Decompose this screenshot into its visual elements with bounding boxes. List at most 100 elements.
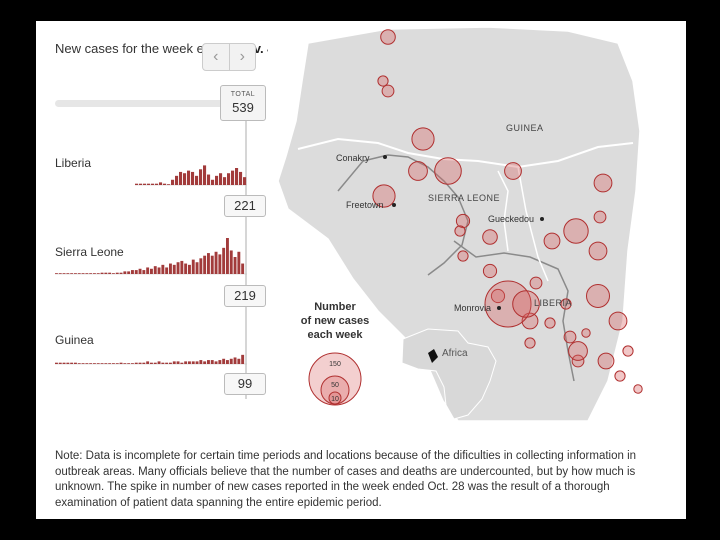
country-label-guinea: Guinea <box>55 333 94 347</box>
legend-circle-small <box>328 391 342 405</box>
infographic-panel: New cases for the week ended Nov. 4 ‹ › … <box>36 21 686 519</box>
bar <box>74 273 77 274</box>
bar <box>179 171 183 185</box>
case-bubble <box>434 157 462 185</box>
bar <box>147 183 151 185</box>
bar <box>119 362 123 364</box>
bar <box>93 363 96 364</box>
bar <box>134 362 138 364</box>
bar <box>207 360 210 364</box>
data-note: Note: Data is incomplete for certain tim… <box>55 450 637 509</box>
bar <box>188 361 191 364</box>
bar <box>159 182 163 185</box>
bar <box>169 263 172 274</box>
bar <box>85 363 89 364</box>
bar <box>138 362 142 364</box>
bar <box>115 363 119 364</box>
bar <box>142 362 146 364</box>
timeline-marker-line <box>245 93 247 399</box>
bar <box>165 362 169 364</box>
bar <box>191 259 195 274</box>
case-bubble <box>563 218 589 244</box>
bar <box>127 363 131 364</box>
bar <box>203 361 207 364</box>
bar <box>233 357 237 364</box>
bar <box>226 238 229 274</box>
bar <box>219 173 223 185</box>
bar <box>199 169 203 185</box>
city-label-monrovia: Monrovia <box>454 303 491 313</box>
bar <box>199 360 203 364</box>
liberia-bar-chart <box>135 165 247 186</box>
bar <box>58 273 62 274</box>
case-bubble <box>411 127 435 151</box>
bar <box>74 362 77 364</box>
bar <box>139 183 143 185</box>
case-bubble <box>581 328 591 338</box>
bar <box>58 362 62 364</box>
bar <box>172 264 176 274</box>
bar <box>191 171 195 185</box>
bar <box>96 273 100 274</box>
bar <box>161 362 165 364</box>
bar <box>134 270 138 274</box>
guinea-count: 99 <box>224 373 266 395</box>
bar <box>214 251 218 274</box>
bar <box>81 363 85 364</box>
case-bubble <box>622 345 634 357</box>
prev-week-button[interactable]: ‹ <box>203 44 230 70</box>
sierra-leone-count: 219 <box>224 285 266 307</box>
africa-inset-highlight <box>428 349 438 363</box>
city-label-conakry: Conakry <box>336 153 370 163</box>
bar <box>227 173 231 185</box>
case-bubble <box>381 84 395 98</box>
conakry-dot <box>383 155 387 159</box>
bar <box>81 273 85 274</box>
bar <box>108 272 112 274</box>
bar <box>172 361 176 364</box>
bar <box>142 270 146 274</box>
bar <box>123 363 127 364</box>
border-line-inner <box>517 166 549 282</box>
bar <box>203 165 207 185</box>
case-bubble <box>543 232 561 250</box>
legend-title-line1: Number <box>314 301 356 313</box>
bar <box>119 272 123 274</box>
border-line-east <box>497 170 509 252</box>
case-bubble <box>593 173 613 193</box>
bar <box>169 362 172 364</box>
bar <box>153 266 157 274</box>
bar <box>188 264 191 274</box>
monrovia-dot <box>497 306 501 310</box>
bar <box>150 268 153 274</box>
bar <box>175 175 179 185</box>
case-bubble <box>544 317 556 329</box>
case-bubble <box>586 284 610 308</box>
bar <box>203 255 207 274</box>
bar <box>195 262 199 274</box>
bar <box>218 254 222 274</box>
bar <box>135 183 139 185</box>
legend-value-10: 10 <box>331 396 339 403</box>
bar <box>66 362 70 364</box>
bar <box>231 170 235 185</box>
bar <box>131 363 134 364</box>
bar <box>108 363 112 364</box>
legend-value-50: 50 <box>331 382 339 389</box>
timeline-slider-thumb[interactable]: TOTAL 539 <box>220 85 266 121</box>
country-name-liberia: LIBERIA <box>534 298 572 308</box>
bar <box>155 183 159 185</box>
case-bubble <box>633 384 643 394</box>
bar <box>157 361 161 364</box>
bar <box>218 360 222 364</box>
case-bubble <box>608 311 628 331</box>
bar <box>167 184 171 185</box>
bar <box>161 264 165 274</box>
bar <box>176 262 180 274</box>
timeline-slider-track[interactable] <box>55 100 250 107</box>
next-week-button[interactable]: › <box>239 48 245 65</box>
bar <box>100 363 104 364</box>
bar <box>226 360 229 364</box>
bar <box>143 183 147 185</box>
legend-title-line2: of new cases <box>301 315 369 327</box>
